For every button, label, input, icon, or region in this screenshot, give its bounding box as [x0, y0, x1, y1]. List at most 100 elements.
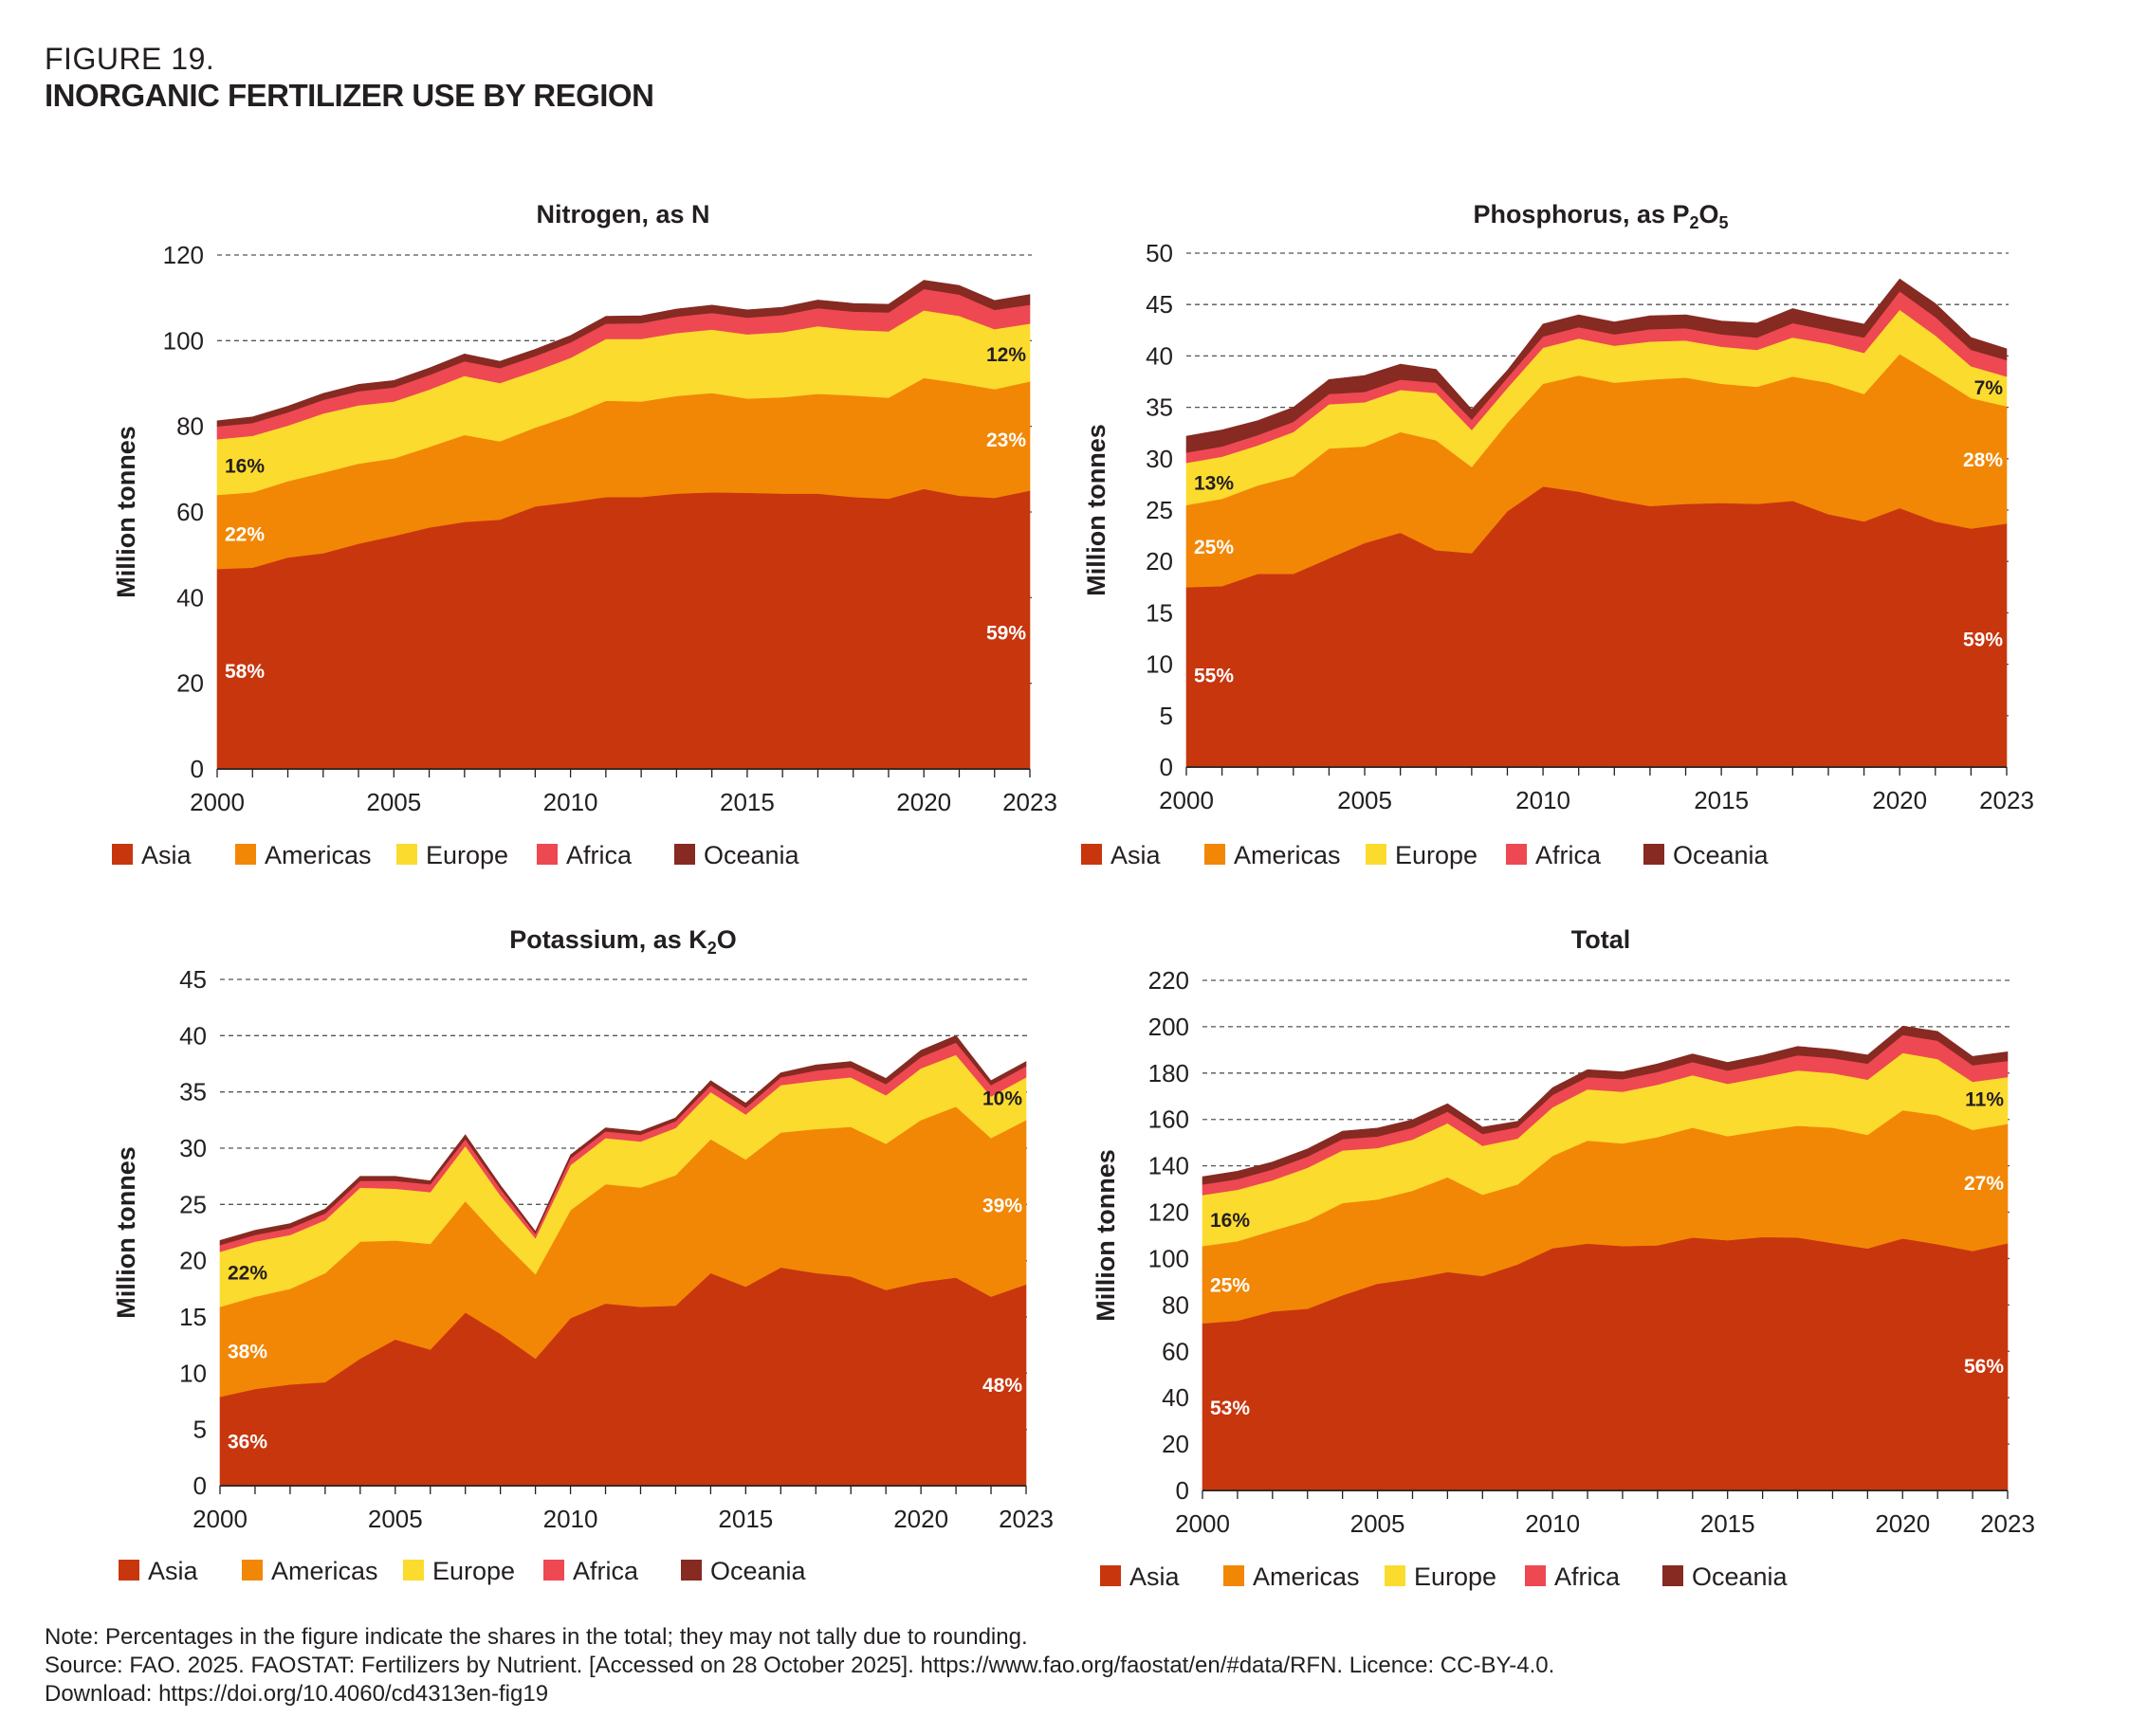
x-tick-label: 2010	[1515, 786, 1570, 814]
y-axis-label: Million tonnes	[1082, 424, 1110, 596]
legend-swatch-africa	[543, 1560, 564, 1581]
y-tick-label: 20	[179, 1247, 207, 1275]
legend-label-americas: Americas	[271, 1557, 378, 1585]
y-tick-label: 80	[1162, 1290, 1189, 1319]
y-tick-label: 15	[179, 1303, 207, 1331]
legend-swatch-asia	[1100, 1565, 1121, 1586]
percent-label: 16%	[1210, 1210, 1250, 1232]
percent-label: 58%	[225, 661, 265, 683]
figure-label: FIGURE 19.	[45, 42, 215, 76]
y-tick-label: 0	[1160, 753, 1173, 781]
legend-label-americas: Americas	[265, 841, 372, 869]
y-tick-label: 20	[1162, 1430, 1189, 1458]
chart-panel-1: Nitrogen, as N Million tonnes 0 20 40 60 80 100…	[112, 200, 1057, 869]
percent-label: 13%	[1194, 473, 1234, 495]
y-tick-label: 35	[1146, 393, 1173, 422]
x-tick-label: 2015	[720, 788, 775, 816]
y-tick-label: 35	[179, 1078, 207, 1106]
legend-swatch-americas	[242, 1560, 263, 1581]
percent-label: 39%	[982, 1195, 1022, 1216]
y-tick-label: 160	[1148, 1106, 1189, 1134]
percent-label: 53%	[1210, 1398, 1250, 1419]
x-tick-label: 2000	[1159, 786, 1214, 814]
percent-label: 27%	[1964, 1173, 2004, 1195]
y-tick-label: 45	[1146, 290, 1173, 319]
x-tick-label: 2000	[193, 1505, 248, 1533]
y-tick-label: 0	[191, 755, 204, 783]
x-tick-label: 2020	[1875, 1509, 1930, 1538]
legend-swatch-europe	[1385, 1565, 1405, 1586]
percent-label: 48%	[982, 1375, 1022, 1397]
percent-label: 16%	[225, 455, 265, 477]
y-tick-label: 45	[179, 965, 207, 994]
y-tick-label: 25	[1146, 496, 1173, 524]
y-tick-label: 20	[1146, 547, 1173, 576]
legend-swatch-oceania	[674, 844, 695, 865]
y-tick-label: 140	[1148, 1152, 1189, 1180]
y-tick-label: 180	[1148, 1059, 1189, 1087]
x-tick-label: 2015	[1694, 786, 1749, 814]
legend-label-asia: Asia	[148, 1557, 199, 1585]
chart-title: Total	[1571, 925, 1631, 954]
percent-label: 59%	[986, 622, 1026, 644]
legend-label-africa: Africa	[1535, 841, 1602, 869]
legend-swatch-oceania	[1662, 1565, 1683, 1586]
x-tick-label: 2020	[896, 788, 951, 816]
legend-label-oceania: Oceania	[704, 841, 800, 869]
chart-title: Phosphorus, as P2O5	[1473, 200, 1728, 232]
y-tick-label: 25	[179, 1190, 207, 1218]
percent-label: 36%	[228, 1432, 267, 1453]
chart-title: Potassium, as K2O	[509, 925, 737, 958]
x-tick-label: 2005	[1337, 786, 1392, 814]
legend-swatch-africa	[537, 844, 558, 865]
y-tick-label: 10	[1146, 650, 1173, 679]
legend-label-oceania: Oceania	[710, 1557, 807, 1585]
legend-swatch-americas	[1223, 1565, 1244, 1586]
y-axis-label: Million tonnes	[1092, 1149, 1120, 1322]
legend-label-africa: Africa	[573, 1557, 639, 1585]
percent-label: 25%	[1210, 1274, 1250, 1296]
y-tick-label: 60	[176, 498, 204, 526]
download-text: Download: https://doi.org/10.4060/cd4313…	[45, 1681, 549, 1707]
y-tick-label: 50	[1146, 239, 1173, 267]
legend-swatch-americas	[235, 844, 256, 865]
y-tick-label: 120	[163, 241, 204, 269]
legend-label-americas: Americas	[1253, 1562, 1360, 1591]
y-tick-label: 200	[1148, 1013, 1189, 1041]
percent-label: 38%	[228, 1342, 267, 1363]
x-tick-label: 2010	[543, 788, 598, 816]
legend: Asia Americas Europe Africa Oceania	[1081, 841, 1770, 869]
y-tick-label: 40	[1162, 1383, 1189, 1412]
y-tick-label: 100	[1148, 1244, 1189, 1272]
legend-label-oceania: Oceania	[1673, 841, 1770, 869]
y-tick-label: 10	[179, 1359, 207, 1387]
percent-label: 22%	[225, 524, 265, 546]
y-axis-label: Million tonnes	[112, 426, 140, 598]
legend-swatch-europe	[396, 844, 417, 865]
legend: Asia Americas Europe Africa Oceania	[112, 841, 800, 869]
note-text: Note: Percentages in the figure indicate…	[45, 1624, 1028, 1650]
y-tick-label: 5	[1160, 702, 1173, 730]
area-oceania	[219, 1034, 1027, 1246]
legend-swatch-africa	[1506, 844, 1527, 865]
percent-label: 10%	[982, 1088, 1022, 1110]
percent-label: 59%	[1963, 630, 2003, 651]
x-tick-label: 2015	[1700, 1509, 1755, 1538]
chart-panel-2: Phosphorus, as P2O5 Million tonnes 0 5 10 15 2…	[1081, 200, 2034, 869]
y-axis-label: Million tonnes	[112, 1146, 140, 1319]
x-tick-label: 2020	[1872, 786, 1927, 814]
legend-swatch-oceania	[1643, 844, 1664, 865]
legend-swatch-americas	[1204, 844, 1225, 865]
legend-swatch-oceania	[681, 1560, 702, 1581]
percent-label: 12%	[986, 344, 1026, 366]
area-oceania	[1202, 1025, 2009, 1185]
y-tick-label: 40	[176, 583, 204, 612]
chart-title: Nitrogen, as N	[536, 200, 709, 228]
x-tick-label: 2010	[543, 1505, 598, 1533]
legend-swatch-europe	[403, 1560, 424, 1581]
y-tick-label: 0	[193, 1471, 207, 1500]
percent-label: 11%	[1965, 1089, 2004, 1111]
chart-panel-4: Total Million tonnes 0 20 40 60 80 100 120 140 160…	[1092, 925, 2035, 1591]
y-tick-label: 40	[179, 1021, 207, 1050]
